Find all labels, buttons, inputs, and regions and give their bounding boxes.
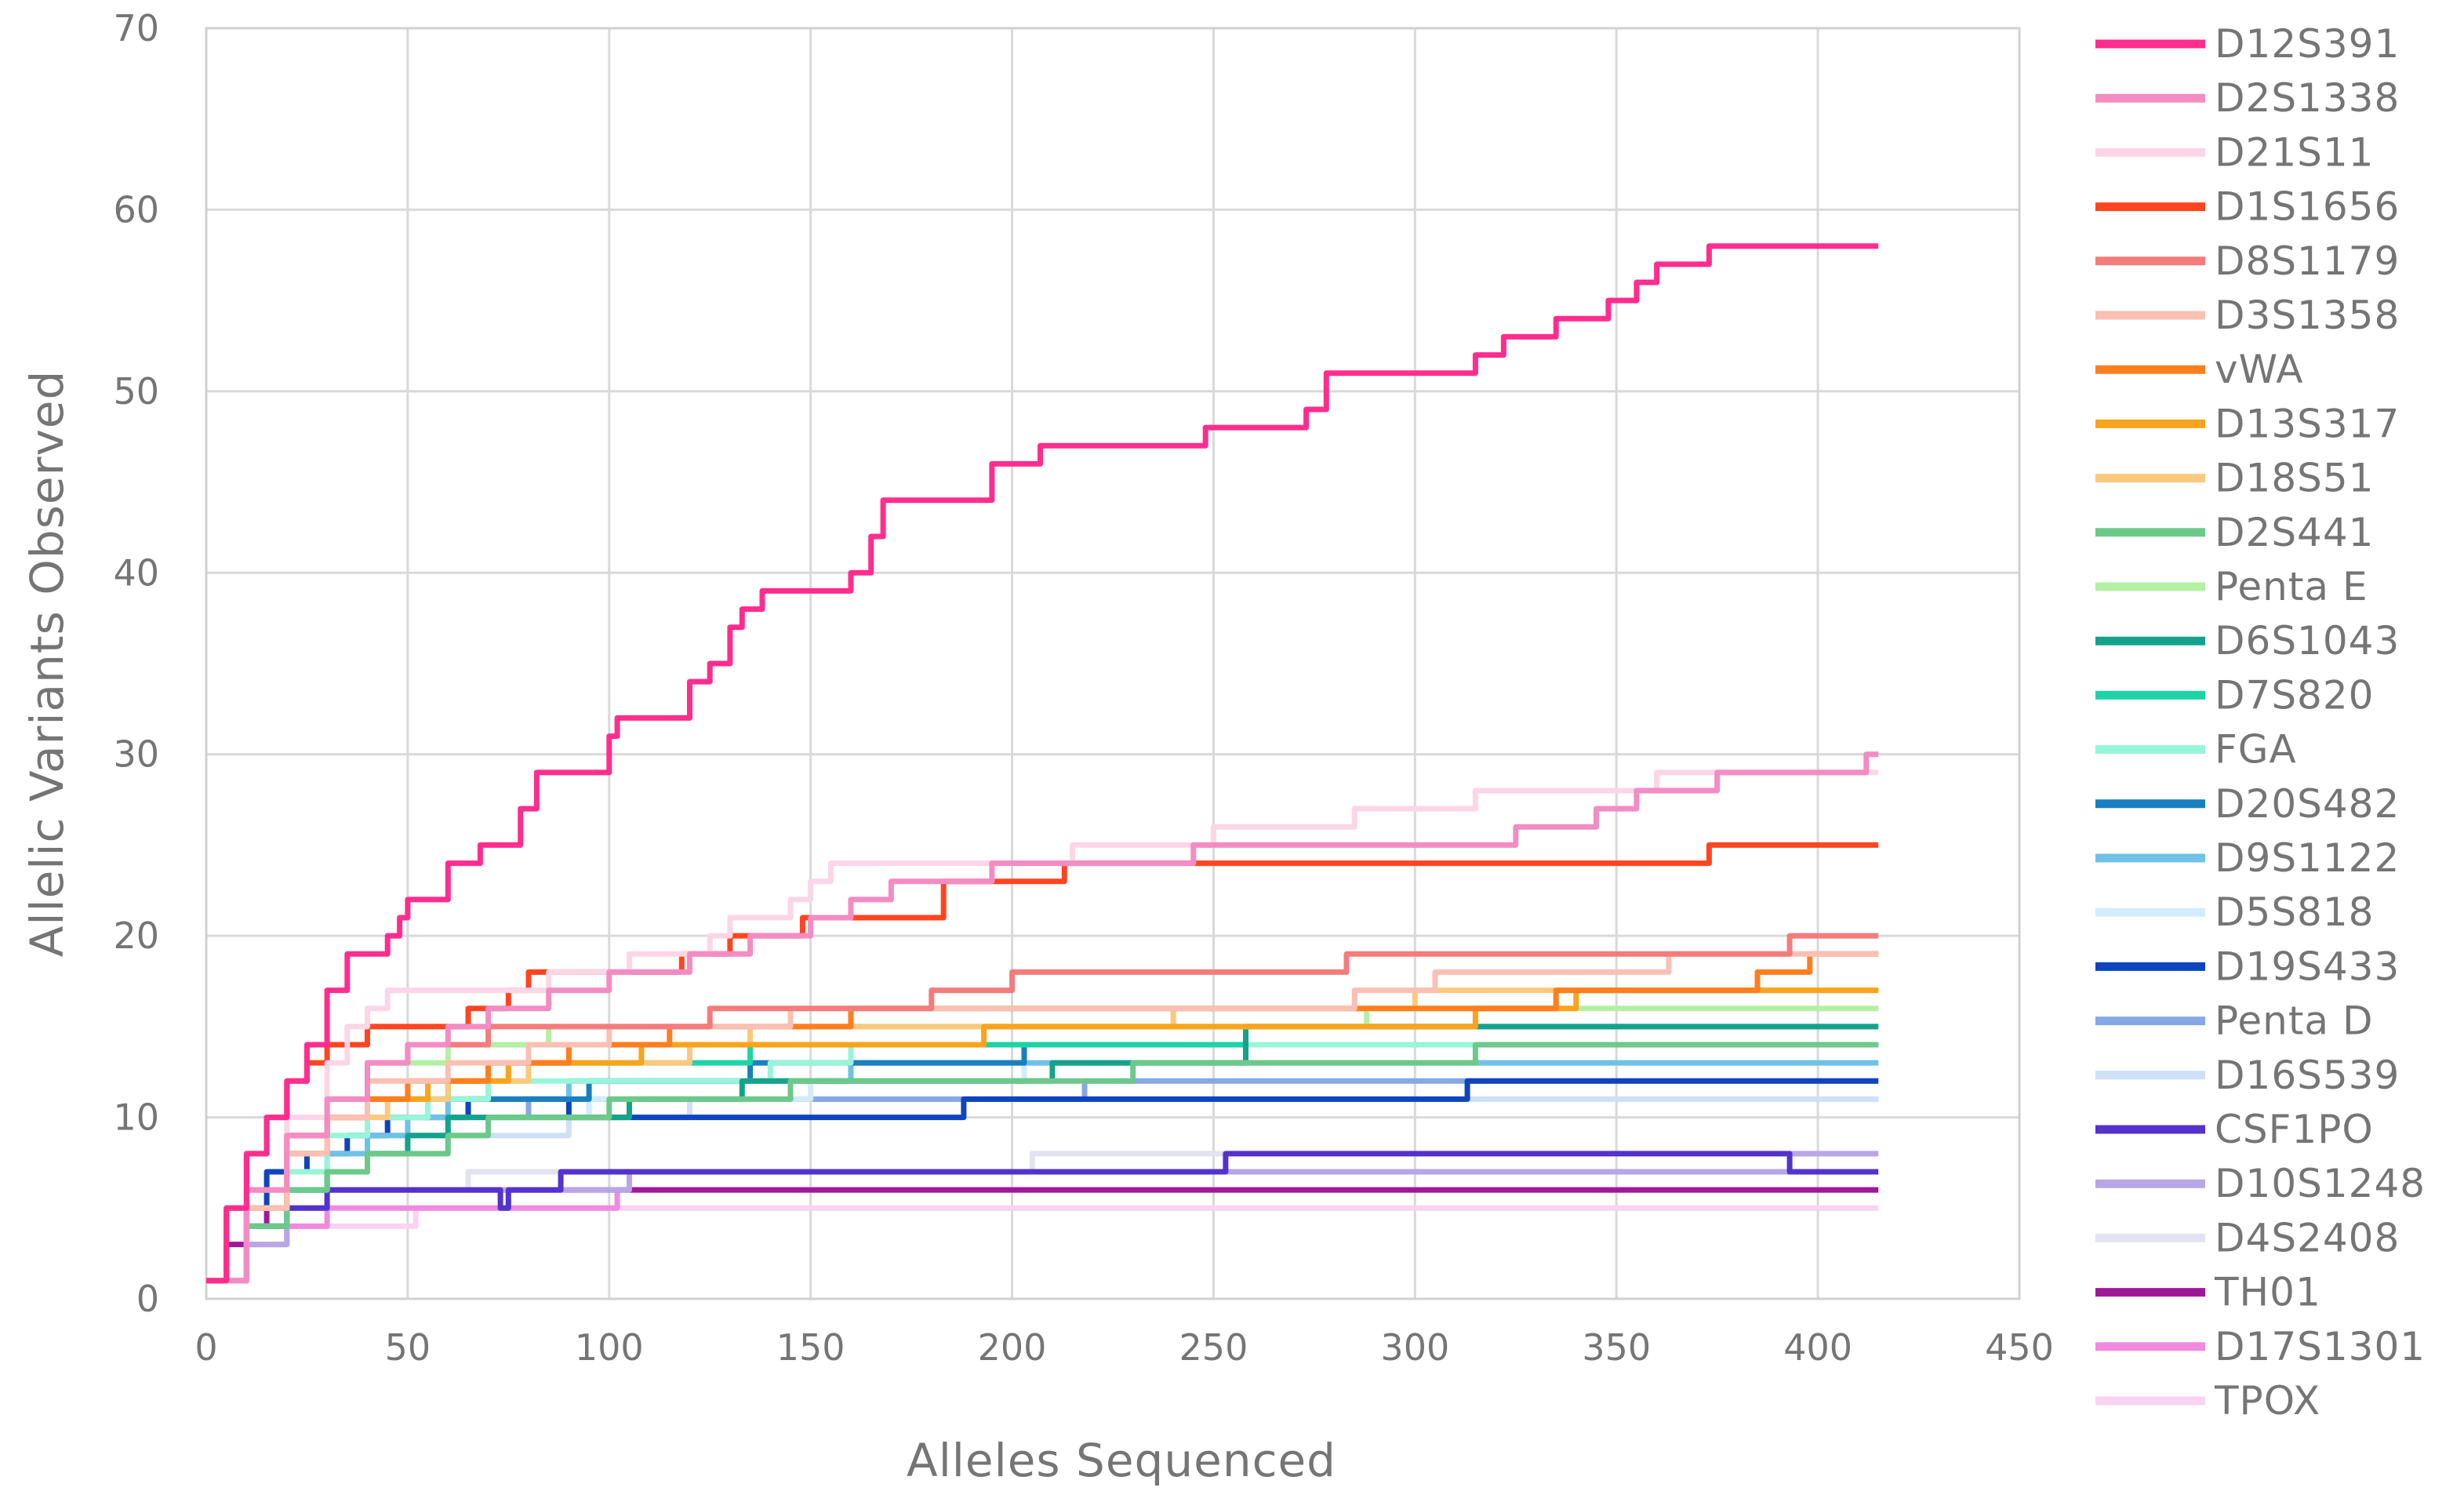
legend-label-d3s1358: D3S1358 [2215,293,2400,338]
legend-label-d17s1301: D17S1301 [2215,1324,2426,1369]
x-tick-label: 450 [1985,1326,2054,1369]
series-line-tpox [206,1205,1879,1284]
x-tick-label: 50 [385,1326,431,1369]
legend-label-d19s433: D19S433 [2215,944,2400,989]
series-line-th01 [206,1187,1879,1284]
x-tick-label: 100 [575,1326,644,1369]
series-line-d21s11 [206,769,1879,1284]
x-tick-label: 350 [1582,1326,1651,1369]
legend-label-d13s317: D13S317 [2215,401,2400,446]
legend-label-d21s11: D21S11 [2215,129,2375,175]
legend-label-tpox: TPOX [2214,1378,2320,1424]
series-line-penta-e [206,1006,1879,1284]
x-tick-label: 0 [194,1326,217,1369]
axis-ticks: 0 50 100 150 200 250 300 350 400 450 0 10 20 30 40 50 60… [113,7,2053,1369]
legend-label-penta-d: Penta D [2215,998,2373,1044]
series-line-d17s1301 [206,1187,1879,1284]
legend-label-th01: TH01 [2214,1270,2321,1315]
legend-label-d16s539: D16S539 [2215,1053,2400,1098]
legend-label-d2s441: D2S441 [2215,510,2375,555]
legend-label-d8s1179: D8S1179 [2215,238,2400,284]
legend-label-d5s818: D5S818 [2215,889,2375,935]
x-tick-label: 150 [776,1326,845,1369]
legend-label-d9s1122: D9S1122 [2215,835,2400,881]
series-line-d19s433 [206,1078,1879,1284]
x-axis-title: Alleles Sequenced [907,1434,1336,1487]
y-tick-label: 20 [113,915,159,957]
series-line-d8s1179 [206,933,1879,1284]
y-axis-title: Allelic Variants Observed [20,370,74,958]
x-tick-label: 250 [1179,1326,1248,1369]
series-line-d3s1358 [206,951,1879,1284]
legend-label-fga: FGA [2215,727,2297,773]
legend-label-vwa: vWA [2215,347,2304,392]
legend-label-d6s1043: D6S1043 [2215,618,2400,664]
plot-area-frame [205,27,2021,1300]
x-tick-label: 200 [978,1326,1047,1369]
series-line-penta-d [206,1078,1879,1284]
legend-label-d1s1656: D1S1656 [2215,184,2400,230]
legend-label-d12s391: D12S391 [2215,21,2400,67]
series-line-d10s1248 [206,1151,1879,1284]
y-tick-label: 0 [136,1278,159,1320]
y-tick-label: 70 [113,7,159,49]
x-tick-label: 300 [1380,1326,1449,1369]
series-line-d2s1338 [206,751,1879,1284]
series-line-d2s441 [206,1042,1879,1284]
legend-label-d10s1248: D10S1248 [2215,1161,2426,1206]
y-tick-label: 10 [113,1096,159,1139]
legend-label-penta-e: Penta E [2215,564,2368,609]
legend-label-d20s482: D20S482 [2215,781,2400,827]
legend-label-d2s1338: D2S1338 [2215,75,2400,121]
grid [205,27,2021,1300]
legend-label-d7s820: D7S820 [2215,672,2375,718]
y-tick-label: 60 [113,188,159,231]
legend-label-d18s51: D18S51 [2215,456,2375,501]
series-group [206,243,1879,1284]
legend-label-csf1po: CSF1PO [2215,1107,2374,1152]
legend-label-d4s2408: D4S2408 [2215,1215,2400,1260]
y-tick-label: 30 [113,733,159,776]
y-tick-label: 50 [113,370,159,413]
series-line-d12s391 [206,243,1879,1284]
x-tick-label: 400 [1783,1326,1852,1369]
y-tick-label: 40 [113,551,159,594]
legend: D12S391 D2S1338 D21S11 D1S1656 D8S1179 D3S135… [2095,21,2426,1424]
